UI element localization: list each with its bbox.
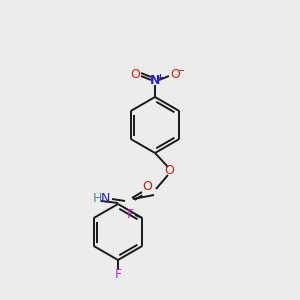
Text: O: O xyxy=(130,68,140,82)
Text: O: O xyxy=(142,181,152,194)
Text: O: O xyxy=(164,164,174,178)
Text: −: − xyxy=(177,66,185,76)
Text: H: H xyxy=(92,191,102,205)
Text: +: + xyxy=(156,73,163,82)
Text: N: N xyxy=(150,74,160,88)
Text: O: O xyxy=(170,68,180,82)
Text: N: N xyxy=(100,193,110,206)
Text: F: F xyxy=(127,208,134,221)
Text: F: F xyxy=(114,268,122,281)
